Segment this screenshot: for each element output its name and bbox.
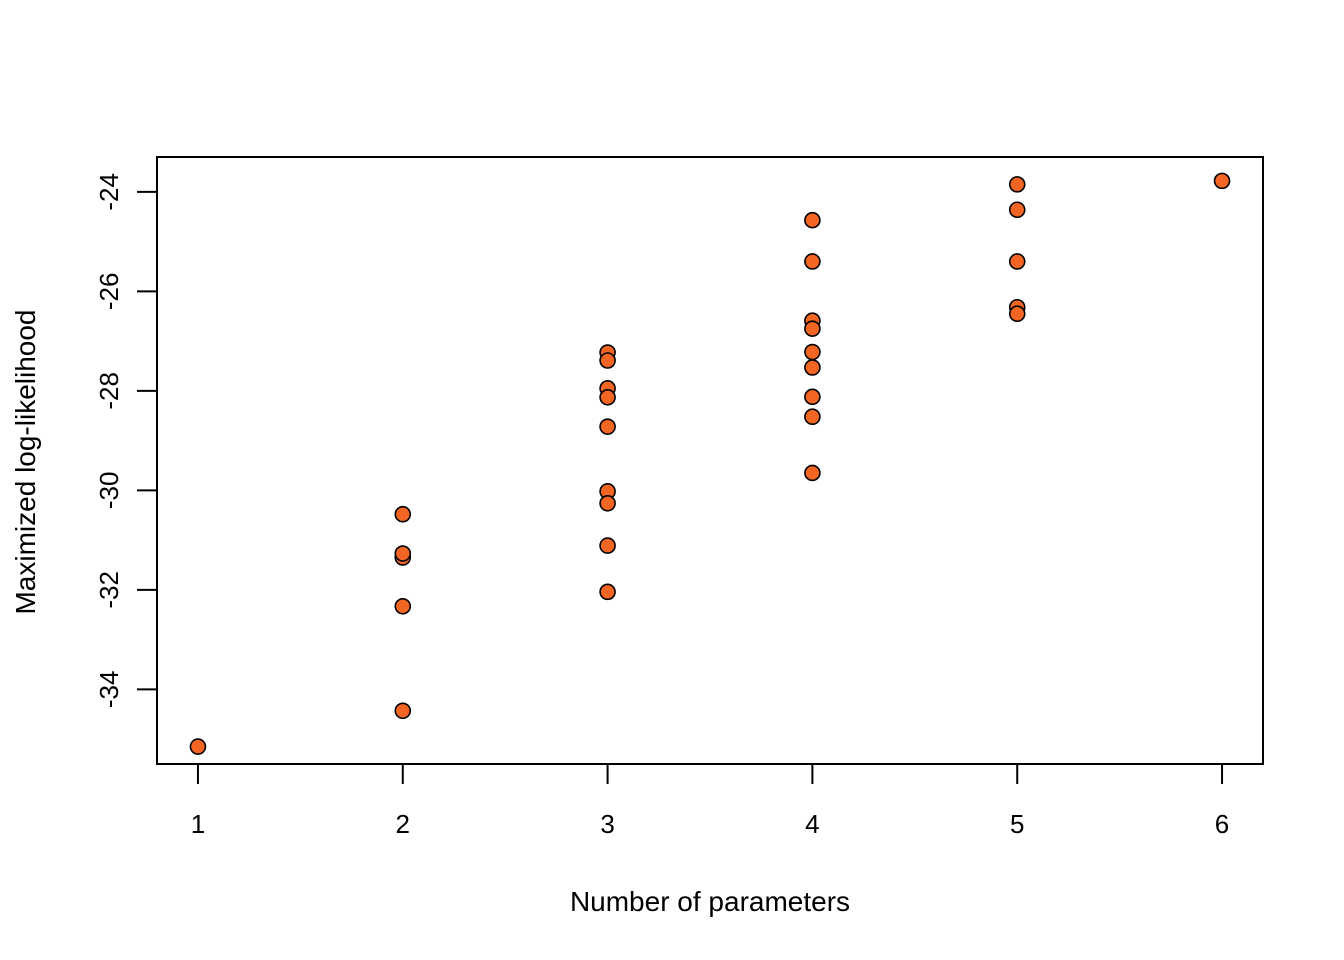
data-point [804, 320, 821, 337]
data-point [394, 505, 412, 523]
y-tick-label: -28 [94, 372, 124, 410]
data-point [804, 388, 821, 406]
data-point [804, 343, 821, 361]
x-tick-label: 1 [191, 809, 205, 839]
data-points [189, 172, 1231, 755]
data-point [394, 597, 412, 615]
data-point [1008, 201, 1026, 219]
data-point [1008, 305, 1026, 323]
data-point [804, 253, 821, 270]
plot-frame [156, 156, 1264, 765]
data-point [1008, 176, 1026, 193]
x-axis: 1 2 3 4 5 6 [191, 763, 1229, 839]
data-point [804, 211, 821, 229]
y-tick-label: -30 [94, 472, 124, 510]
data-point [804, 359, 821, 376]
y-axis-label: Maximized log-likelihood [10, 309, 41, 614]
data-point [599, 583, 616, 601]
data-point [1213, 172, 1231, 190]
data-point [394, 702, 412, 720]
data-point [189, 738, 207, 755]
x-tick-label: 6 [1215, 809, 1229, 839]
y-tick-label: -26 [94, 273, 124, 311]
x-tick-label: 3 [600, 809, 614, 839]
data-point [599, 352, 616, 369]
data-point [804, 464, 821, 482]
data-point [804, 408, 821, 426]
x-axis-label: Number of parameters [570, 886, 850, 917]
y-tick-label: -34 [94, 671, 124, 709]
y-tick-label: -32 [94, 571, 124, 609]
data-point [1008, 253, 1026, 270]
data-point [394, 545, 412, 562]
x-tick-label: 5 [1010, 809, 1024, 839]
data-point [599, 537, 616, 554]
x-tick-label: 2 [396, 809, 410, 839]
y-tick-label: -24 [94, 173, 124, 211]
data-point [599, 418, 616, 435]
data-point [599, 494, 616, 512]
data-point [599, 389, 616, 406]
x-tick-label: 4 [805, 809, 819, 839]
y-axis: -34 -32 -30 -28 -26 -24 [94, 173, 158, 709]
